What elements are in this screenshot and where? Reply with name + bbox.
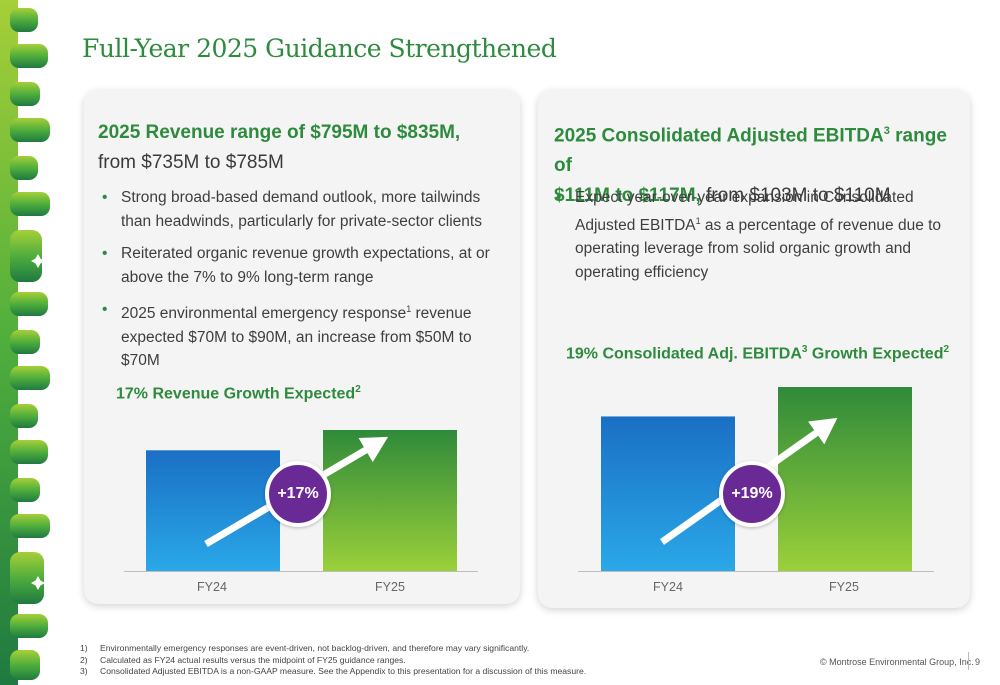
bar-fy24 bbox=[601, 416, 735, 571]
ebitda-guidance-card: 2025 Consolidated Adjusted EBITDA3 range… bbox=[538, 90, 970, 608]
revenue-guidance-heading: 2025 Revenue range of $795M to $835M, fr… bbox=[98, 118, 508, 178]
revenue-prior-range: from $735M to $785M bbox=[98, 152, 284, 173]
bullet-item: Strong broad-based demand outlook, more … bbox=[100, 186, 510, 233]
x-axis bbox=[578, 571, 934, 572]
footnote: 1) Environmentally emergency responses ar… bbox=[80, 643, 530, 653]
revenue-chart-title: 17% Revenue Growth Expected2 bbox=[116, 384, 361, 403]
ebitda-growth-chart bbox=[601, 387, 912, 571]
decorative-leaf-strip bbox=[0, 0, 50, 685]
page-title: Full-Year 2025 Guidance Strengthened bbox=[82, 34, 557, 63]
growth-arrow-head bbox=[358, 436, 389, 463]
copyright: © Montrose Environmental Group, Inc. bbox=[820, 657, 974, 667]
bullet-item: Reiterated organic revenue growth expect… bbox=[100, 242, 510, 289]
ebitda-chart-title: 19% Consolidated Adj. EBITDA3 Growth Exp… bbox=[566, 344, 950, 363]
revenue-growth-chart bbox=[146, 430, 457, 571]
growth-badge: +17% bbox=[265, 461, 331, 527]
x-tick-label: FY24 bbox=[653, 580, 683, 594]
growth-badge: +19% bbox=[719, 461, 785, 527]
revenue-guidance-card: 2025 Revenue range of $795M to $835M, fr… bbox=[84, 90, 520, 604]
revenue-bullets: Strong broad-based demand outlook, more … bbox=[100, 186, 510, 373]
bullet-item: Expect year-over-year expansion in Conso… bbox=[554, 186, 954, 284]
bullet-item: 2025 environmental emergency response1 r… bbox=[100, 298, 510, 373]
footnote: 3) Consolidated Adjusted EBITDA is a non-… bbox=[80, 666, 587, 676]
bar-fy25 bbox=[778, 387, 912, 571]
page-number: 9 bbox=[975, 657, 981, 667]
revenue-range-bold: 2025 Revenue range of $795M to $835M, bbox=[98, 122, 461, 143]
growth-arrow-head bbox=[808, 417, 838, 445]
footnote: 2) Calculated as FY24 actual results vers… bbox=[80, 654, 406, 665]
x-tick-label: FY24 bbox=[197, 580, 227, 594]
page-number-divider bbox=[968, 652, 969, 670]
x-tick-label: FY25 bbox=[829, 580, 859, 594]
ebitda-bullets: Expect year-over-year expansion in Conso… bbox=[554, 186, 954, 284]
x-axis bbox=[124, 571, 478, 572]
footnotes: 1) Environmentally emergency responses ar… bbox=[80, 643, 586, 678]
x-tick-label: FY25 bbox=[375, 580, 405, 594]
bar-fy25 bbox=[323, 430, 457, 571]
